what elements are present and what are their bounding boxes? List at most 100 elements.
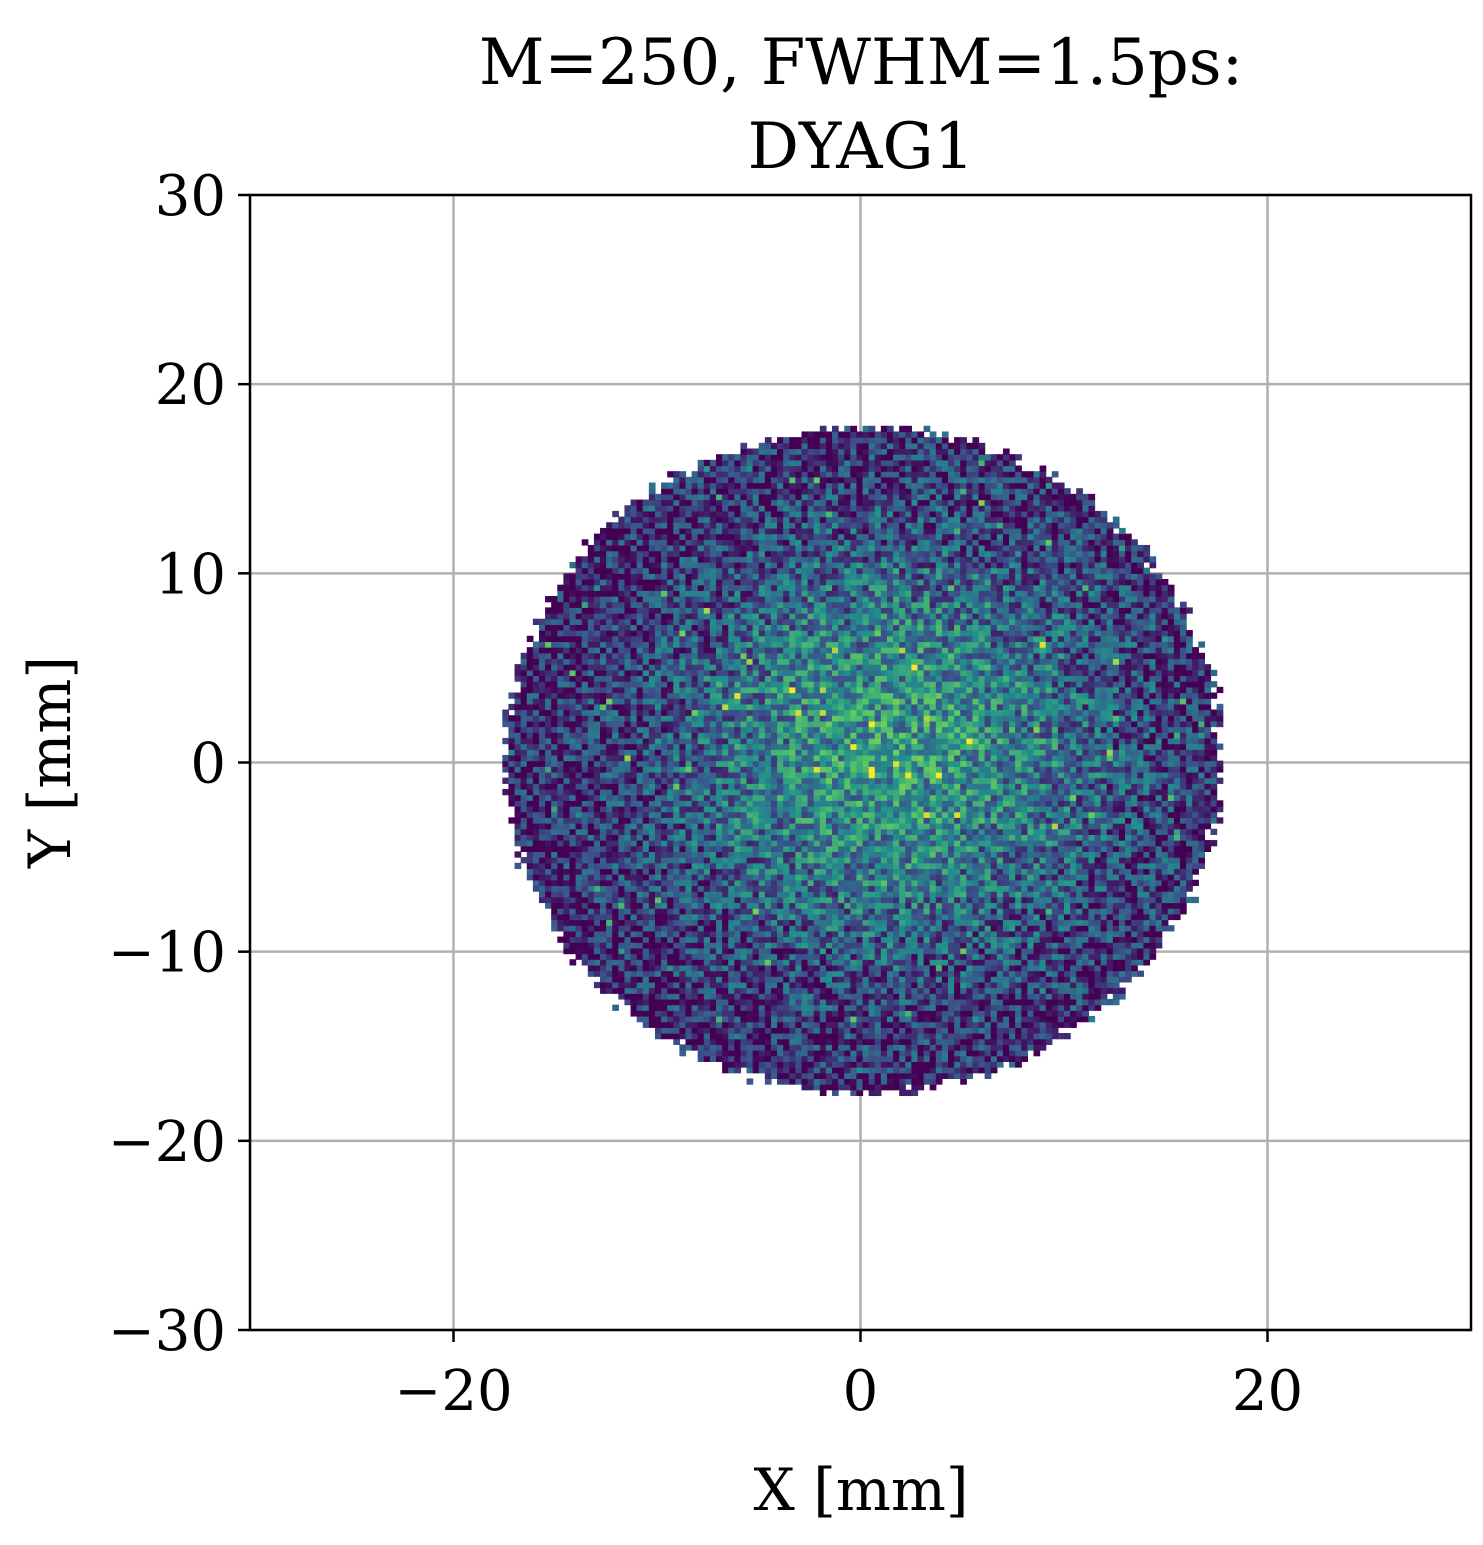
heatmap-cell bbox=[575, 908, 583, 915]
heatmap-cell bbox=[740, 664, 748, 671]
heatmap-cell bbox=[795, 1061, 803, 1068]
heatmap-cell bbox=[575, 891, 583, 898]
heatmap-cell bbox=[832, 1010, 839, 1017]
heatmap-cell bbox=[545, 862, 552, 870]
heatmap-cell bbox=[673, 896, 680, 904]
heatmap-cell bbox=[740, 522, 748, 529]
heatmap-cell bbox=[703, 698, 711, 705]
heatmap-cell bbox=[648, 754, 656, 762]
heatmap-cell bbox=[752, 505, 760, 512]
heatmap-cell bbox=[795, 845, 803, 852]
heatmap-cell bbox=[691, 681, 699, 688]
heatmap-cell bbox=[716, 998, 723, 1006]
heatmap-cell bbox=[764, 681, 772, 688]
heatmap-cell bbox=[654, 647, 662, 654]
heatmap-cell bbox=[722, 618, 729, 625]
heatmap-cell bbox=[551, 896, 558, 904]
heatmap-cell bbox=[758, 806, 766, 813]
heatmap-cell bbox=[783, 709, 790, 716]
heatmap-cell bbox=[783, 891, 790, 898]
heatmap-cell bbox=[667, 806, 674, 813]
heatmap-cell bbox=[514, 669, 522, 677]
heatmap-cell bbox=[685, 732, 693, 739]
heatmap-cell bbox=[777, 635, 784, 643]
heatmap-cell bbox=[612, 720, 619, 728]
heatmap-cell bbox=[526, 800, 534, 807]
heatmap-cell bbox=[789, 715, 796, 722]
heatmap-cell bbox=[783, 783, 790, 790]
heatmap-cell bbox=[703, 737, 711, 745]
heatmap-cell bbox=[618, 823, 626, 830]
heatmap-cell bbox=[618, 947, 626, 955]
heatmap-cell bbox=[691, 579, 699, 586]
heatmap-cell bbox=[667, 510, 674, 518]
heatmap-cell bbox=[728, 885, 735, 892]
heatmap-cell bbox=[667, 766, 674, 773]
heatmap-cell bbox=[758, 942, 766, 949]
heatmap-cell bbox=[600, 771, 607, 779]
heatmap-cell bbox=[685, 527, 693, 535]
heatmap-cell bbox=[746, 703, 754, 711]
heatmap-cell bbox=[746, 613, 754, 620]
heatmap-cell bbox=[551, 743, 558, 750]
heatmap-cell bbox=[789, 834, 796, 841]
heatmap-cell bbox=[600, 987, 607, 994]
heatmap-cell bbox=[697, 885, 705, 892]
heatmap-cell bbox=[789, 732, 796, 739]
heatmap-cell bbox=[801, 726, 809, 733]
heatmap-cell bbox=[630, 630, 638, 637]
heatmap-cell bbox=[832, 993, 839, 1000]
heatmap-cell bbox=[685, 1015, 693, 1023]
heatmap-cell bbox=[569, 647, 577, 654]
heatmap-cell bbox=[740, 1044, 748, 1051]
heatmap-cell bbox=[703, 596, 711, 603]
heatmap-cell bbox=[642, 618, 650, 625]
heatmap-cell bbox=[569, 630, 577, 637]
heatmap-cell bbox=[520, 698, 528, 705]
heatmap-cell bbox=[636, 817, 644, 824]
heatmap-cell bbox=[606, 641, 613, 648]
heatmap-cell bbox=[813, 908, 821, 915]
heatmap-cell bbox=[593, 885, 601, 892]
heatmap-cell bbox=[783, 800, 790, 807]
heatmap-cell bbox=[618, 698, 626, 705]
heatmap-cell bbox=[514, 823, 522, 830]
heatmap-cell bbox=[648, 959, 656, 966]
heatmap-cell bbox=[813, 527, 821, 535]
heatmap-cell bbox=[514, 834, 522, 841]
heatmap-cell bbox=[673, 550, 680, 557]
heatmap-cell bbox=[691, 590, 699, 597]
heatmap-cell bbox=[532, 675, 540, 682]
heatmap-cell bbox=[679, 947, 687, 955]
heatmap-cell bbox=[538, 868, 546, 875]
heatmap-cell bbox=[746, 998, 754, 1006]
heatmap-cell bbox=[685, 737, 693, 745]
heatmap-cell bbox=[587, 868, 595, 875]
heatmap-cell bbox=[801, 459, 809, 467]
heatmap-cell bbox=[728, 771, 735, 779]
heatmap-cell bbox=[728, 493, 735, 501]
heatmap-cell bbox=[722, 493, 729, 501]
heatmap-cell bbox=[709, 942, 717, 949]
heatmap-cell bbox=[630, 874, 638, 881]
heatmap-cell bbox=[777, 505, 784, 512]
heatmap-cell bbox=[722, 908, 729, 915]
heatmap-cell bbox=[703, 613, 711, 620]
heatmap-cell bbox=[648, 1010, 656, 1017]
heatmap-cell bbox=[667, 505, 674, 512]
heatmap-cell bbox=[801, 516, 809, 523]
heatmap-cell bbox=[813, 635, 821, 643]
heatmap-cell bbox=[770, 970, 778, 977]
heatmap-cell bbox=[673, 760, 680, 767]
heatmap-cell bbox=[764, 607, 772, 614]
heatmap-cell bbox=[618, 720, 626, 728]
heatmap-cell bbox=[770, 488, 778, 495]
heatmap-cell bbox=[832, 874, 839, 881]
heatmap-cell bbox=[795, 964, 803, 972]
heatmap-cell bbox=[697, 845, 705, 852]
heatmap-cell bbox=[709, 766, 717, 773]
heatmap-cell bbox=[832, 510, 839, 518]
heatmap-cell bbox=[569, 681, 577, 688]
heatmap-cell bbox=[832, 539, 839, 546]
heatmap-cell bbox=[697, 942, 705, 949]
